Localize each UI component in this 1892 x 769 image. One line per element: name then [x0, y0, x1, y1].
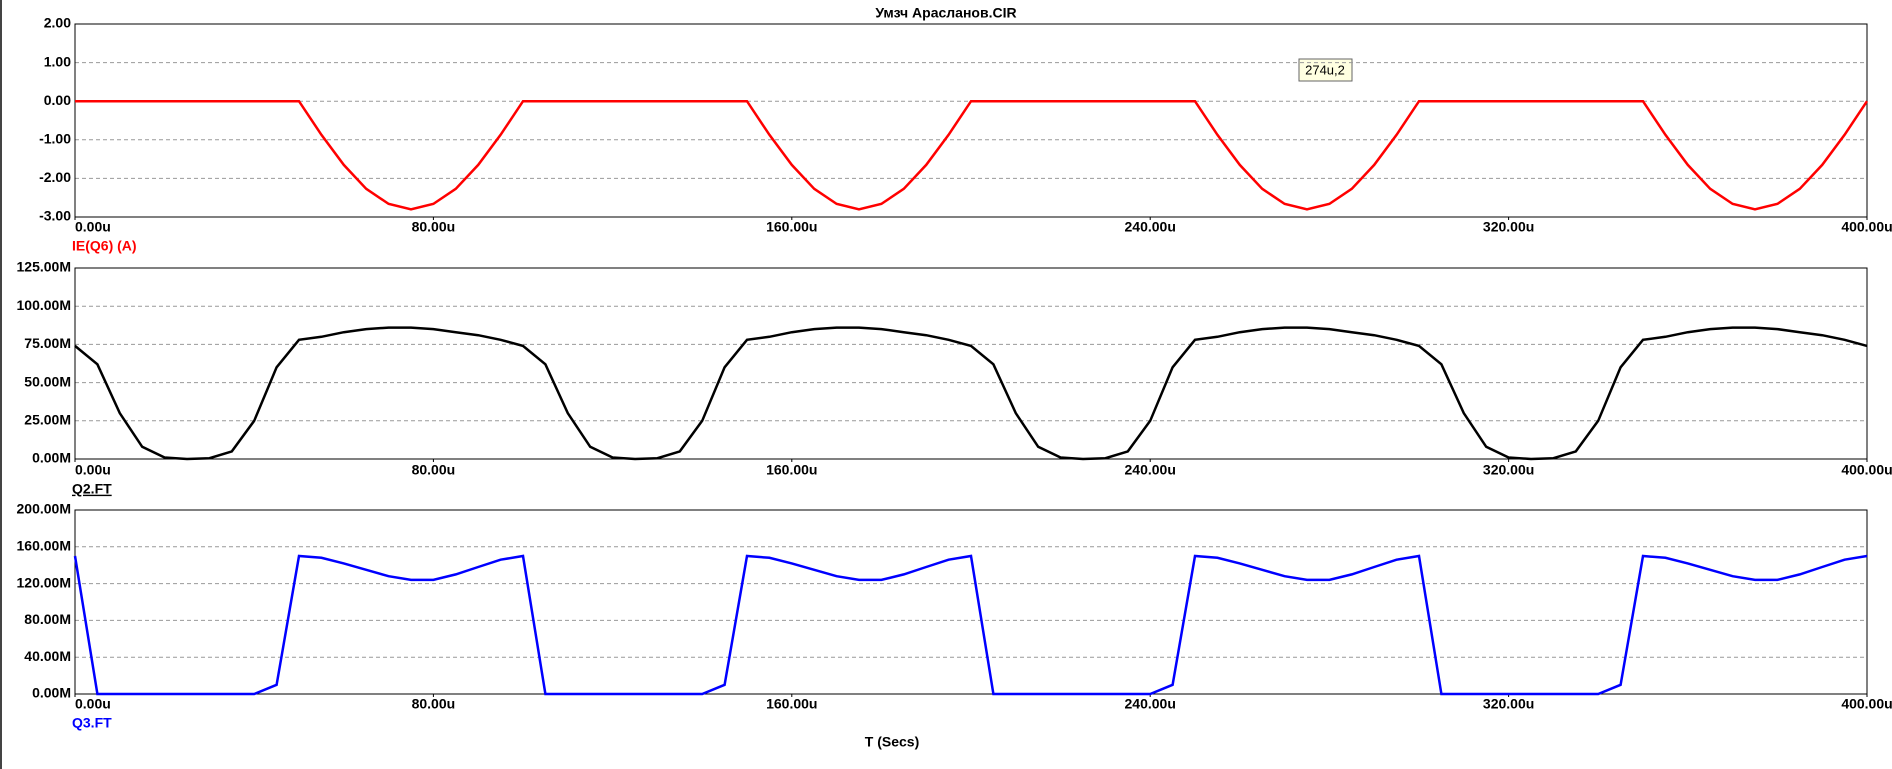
y-tick-label: 50.00M	[24, 373, 71, 389]
y-tick-label: 100.00M	[17, 297, 71, 313]
x-tick-label: 0.00u	[75, 462, 111, 478]
x-tick-label: 320.00u	[1483, 696, 1534, 712]
x-tick-label: 80.00u	[412, 219, 456, 235]
chart-title: Умзч Арасланов.CIR	[875, 5, 1016, 21]
x-tick-label: 80.00u	[412, 462, 456, 478]
series-label: Q2.FT	[72, 481, 112, 497]
x-tick-label: 400.00u	[1841, 219, 1892, 235]
y-tick-label: 25.00M	[24, 412, 71, 428]
tooltip-box	[1298, 58, 1353, 82]
series-label: IE(Q6) (A)	[72, 238, 137, 254]
y-tick-label: 75.00M	[24, 335, 71, 351]
y-tick-label: -2.00	[39, 169, 71, 185]
series-line	[73, 554, 1868, 696]
y-tick-label: 0.00M	[32, 685, 71, 701]
tooltip: 274u,2	[1298, 58, 1353, 82]
x-tick-label: 320.00u	[1483, 219, 1534, 235]
x-tick-label: 240.00u	[1125, 696, 1176, 712]
x-tick-label: 240.00u	[1125, 462, 1176, 478]
tooltip-text: 274u,2	[1305, 62, 1345, 77]
y-tick-label: 0.00	[44, 92, 71, 108]
y-tick-label: 80.00M	[24, 611, 71, 627]
y-tick-label: 0.00M	[32, 450, 71, 466]
x-axis-label: T (Secs)	[865, 734, 919, 750]
y-tick-label: 40.00M	[24, 648, 71, 664]
x-tick-label: 0.00u	[75, 696, 111, 712]
y-tick-label: 160.00M	[17, 538, 71, 554]
y-tick-label: 200.00M	[17, 501, 71, 517]
x-tick-label: 400.00u	[1841, 462, 1892, 478]
series-line	[75, 99, 1869, 211]
x-tick-label: 320.00u	[1483, 462, 1534, 478]
x-tick-label: 240.00u	[1125, 219, 1176, 235]
x-tick-label: 80.00u	[412, 696, 456, 712]
y-tick-label: -1.00	[39, 131, 71, 147]
y-tick-label: 1.00	[44, 53, 71, 69]
x-tick-label: 400.00u	[1841, 696, 1892, 712]
x-tick-label: 0.00u	[75, 219, 111, 235]
plot-frame	[74, 23, 1868, 218]
y-tick-label: 120.00M	[17, 574, 71, 590]
x-tick-label: 160.00u	[766, 219, 817, 235]
series-label: Q3.FT	[72, 715, 112, 731]
x-tick-label: 160.00u	[766, 462, 817, 478]
series-line	[74, 326, 1868, 461]
y-tick-label: 125.00M	[17, 259, 71, 275]
plot-frame	[74, 509, 1868, 695]
x-tick-label: 160.00u	[766, 696, 817, 712]
plot-frame	[74, 267, 1868, 460]
y-tick-label: -3.00	[39, 208, 71, 224]
y-tick-label: 2.00	[44, 15, 71, 31]
